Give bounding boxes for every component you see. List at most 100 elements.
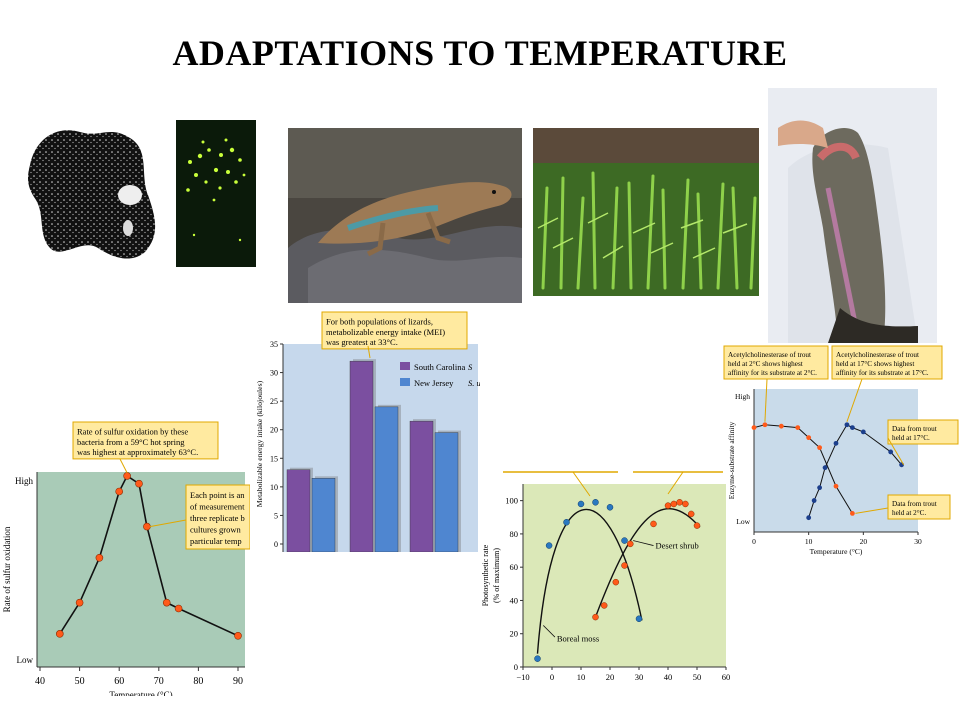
y-tick-label: 15 xyxy=(270,454,278,463)
data-point xyxy=(806,435,812,441)
data-point-desert-shrub xyxy=(670,500,678,508)
x-axis-label: Temperature (°C) xyxy=(109,690,172,696)
series-line-boreal-moss xyxy=(536,508,643,654)
x-tick-label: 90 xyxy=(233,676,243,687)
data-point-desert-shrub xyxy=(600,602,608,609)
callout-points-line: cultures grown xyxy=(190,525,242,535)
y-axis-label: Photosynthetic rate xyxy=(481,544,490,606)
data-point xyxy=(234,632,242,640)
callout-peak-line: was highest at approximately 63°C. xyxy=(77,447,198,457)
callout-peak-leader xyxy=(119,458,128,474)
data-point xyxy=(817,485,822,491)
data-point-desert-shrub xyxy=(612,578,620,586)
data-point-boreal-moss xyxy=(577,500,585,508)
callout-points-box xyxy=(185,484,250,550)
callout-mei-line: was greatest at 33°C. xyxy=(326,337,398,347)
callout-points-line: Each point is an xyxy=(190,490,245,500)
x-axis-label: Temperature (°C) xyxy=(810,547,863,556)
callout-stub-right-leader xyxy=(667,471,684,495)
bar xyxy=(311,478,336,552)
data-point xyxy=(888,449,894,455)
data-point-desert-shrub xyxy=(676,499,683,506)
lizard-photo xyxy=(288,128,522,303)
legend-suffix: S. u xyxy=(468,378,480,388)
label-leader-desert-shrub xyxy=(633,540,654,546)
series-line-desert-shrub xyxy=(594,508,701,618)
fluorescent-bacteria-photo xyxy=(176,120,256,267)
bar xyxy=(374,406,399,552)
data-point xyxy=(806,515,812,521)
y-tick-label: 5 xyxy=(274,511,278,520)
x-tick-label: 60 xyxy=(114,676,124,687)
callout-mei-line: metabolizable energy intake (MEI) xyxy=(326,327,445,337)
callout-trout-2c-line: held at 2°C shows highest xyxy=(728,360,803,368)
callout-points-line: particular temp xyxy=(190,536,242,546)
callout-points-line: three replicate b xyxy=(190,513,245,523)
callout-stub-left-leader xyxy=(572,471,591,497)
data-point xyxy=(833,440,839,446)
y-tick-label: 20 xyxy=(270,426,278,435)
sulfur-oxidation-chart: 40 50 60 70 80 90 High Low Temperature (°C) Rate … xyxy=(2,421,250,696)
data-point xyxy=(115,487,123,496)
data-point xyxy=(817,445,822,451)
y-tick-label: High xyxy=(735,392,750,401)
data-point xyxy=(174,604,183,613)
callout-trout-2c-leader xyxy=(764,378,768,422)
callout-mei-leader xyxy=(367,345,371,359)
x-tick-label: 50 xyxy=(693,672,702,682)
data-point xyxy=(55,630,64,638)
data-point xyxy=(75,598,84,607)
legend-swatch xyxy=(400,362,410,370)
callout-series-2c-box xyxy=(887,494,951,520)
callout-peak-line: Rate of sulfur oxidation by these xyxy=(77,427,188,437)
y-tick-label: Low xyxy=(736,517,750,526)
callout-series-17c-leader xyxy=(887,437,905,466)
y-tick-label: High xyxy=(15,476,34,486)
y-axis-label: Rate of sulfur oxidation xyxy=(2,526,12,612)
data-point xyxy=(795,425,801,431)
callout-trout-2c-line: affinity for its substrate at 2°C. xyxy=(728,369,817,377)
x-tick-label: 20 xyxy=(860,537,868,546)
data-point-boreal-moss xyxy=(635,615,643,623)
data-point-boreal-moss xyxy=(563,519,570,526)
data-point xyxy=(850,425,855,431)
legend-label: New Jersey xyxy=(414,378,454,388)
data-point-boreal-moss xyxy=(545,542,553,549)
series-line xyxy=(753,424,853,514)
data-point xyxy=(778,423,784,429)
series-label-boreal-moss: Boreal moss xyxy=(557,634,599,644)
y-tick-label: 20 xyxy=(510,629,519,639)
callout-points-leader xyxy=(149,519,187,528)
data-point-desert-shrub xyxy=(664,502,672,509)
bar xyxy=(286,469,311,552)
plot-area xyxy=(523,484,726,667)
x-tick-label: 30 xyxy=(914,537,922,546)
data-point-desert-shrub xyxy=(682,500,689,508)
y-tick-label: 0 xyxy=(514,662,518,672)
x-tick-label: 30 xyxy=(635,672,644,682)
callout-trout-17c-leader xyxy=(846,378,863,422)
y-tick-label: 0 xyxy=(274,540,278,549)
x-tick-label: −10 xyxy=(516,672,529,682)
label-leader-boreal-moss xyxy=(543,625,556,638)
callout-mei-box xyxy=(321,311,468,350)
callout-series-17c-line: Data from trout xyxy=(892,425,937,433)
data-point-boreal-moss xyxy=(606,504,614,511)
callout-points-line: of measurement xyxy=(190,502,245,512)
y-tick-label: 25 xyxy=(270,397,278,406)
x-tick-label: 20 xyxy=(606,672,615,682)
lizard-mei-chart: 0 5 10 15 20 25 30 35 Metabolizable energy intak… xyxy=(255,311,480,552)
data-point xyxy=(860,429,866,435)
callout-trout-17c-line: Acetylcholinesterase of trout xyxy=(836,351,919,359)
x-tick-label: 40 xyxy=(664,672,673,682)
callout-series-17c-box xyxy=(887,419,959,445)
callout-series-2c-line: Data from trout xyxy=(892,500,937,508)
callout-mei-line: For both populations of lizards, xyxy=(326,317,433,327)
x-tick-label: 10 xyxy=(577,672,586,682)
bar xyxy=(434,432,459,552)
data-point xyxy=(123,472,131,480)
y-tick-label: 100 xyxy=(505,496,518,506)
data-point xyxy=(844,422,850,428)
y-tick-label: 10 xyxy=(270,483,278,492)
callout-series-17c-line: held at 17°C. xyxy=(892,434,930,442)
